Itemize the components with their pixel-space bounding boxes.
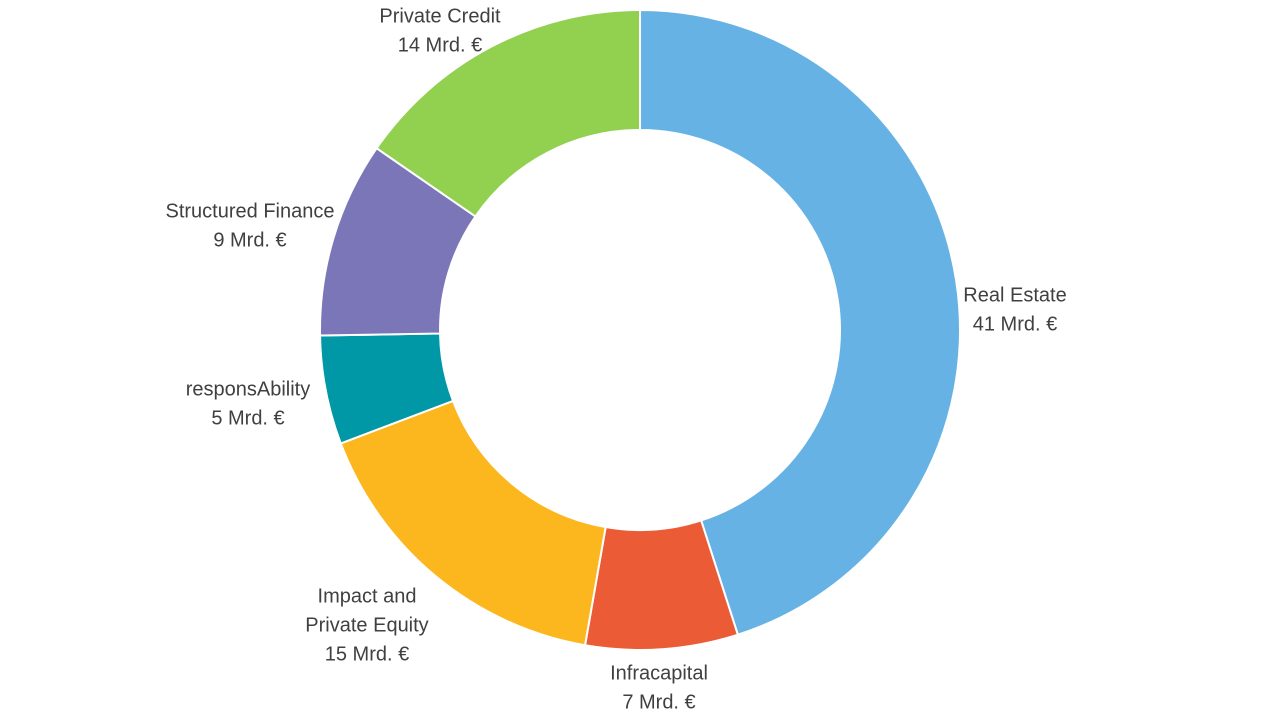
data-label-impact-and-private-equity: Impact and Private Equity 15 Mrd. € — [305, 585, 428, 665]
slice-private-credit — [375, 8, 641, 218]
slice-impact-and-private-equity — [339, 399, 607, 647]
data-label-impact-and-private-equity-line-0: Impact and — [318, 585, 417, 607]
data-label-private-credit-line-1: 14 Mrd. € — [398, 34, 482, 56]
slice-real-estate — [639, 8, 961, 636]
data-label-structured-finance-line-1: 9 Mrd. € — [213, 229, 286, 251]
data-label-impact-and-private-equity-line-2: 15 Mrd. € — [325, 643, 409, 665]
data-label-private-credit-line-0: Private Credit — [379, 5, 501, 27]
data-label-structured-finance-line-0: Structured Finance — [166, 200, 335, 222]
data-label-impact-and-private-equity-line-1: Private Equity — [305, 614, 428, 636]
data-label-infracapital: Infracapital 7 Mrd. € — [610, 662, 708, 713]
data-label-real-estate-line-0: Real Estate — [963, 284, 1066, 306]
data-label-private-credit: Private Credit 14 Mrd. € — [379, 5, 501, 56]
data-label-responsability-line-0: responsAbility — [186, 378, 311, 400]
data-label-responsability-line-1: 5 Mrd. € — [211, 407, 284, 429]
data-label-structured-finance: Structured Finance 9 Mrd. € — [166, 200, 335, 251]
data-label-real-estate-line-1: 41 Mrd. € — [973, 313, 1057, 335]
data-label-infracapital-line-1: 7 Mrd. € — [622, 691, 695, 713]
data-label-real-estate: Real Estate 41 Mrd. € — [963, 284, 1066, 335]
data-label-infracapital-line-0: Infracapital — [610, 662, 708, 684]
data-label-responsability: responsAbility 5 Mrd. € — [186, 378, 311, 429]
